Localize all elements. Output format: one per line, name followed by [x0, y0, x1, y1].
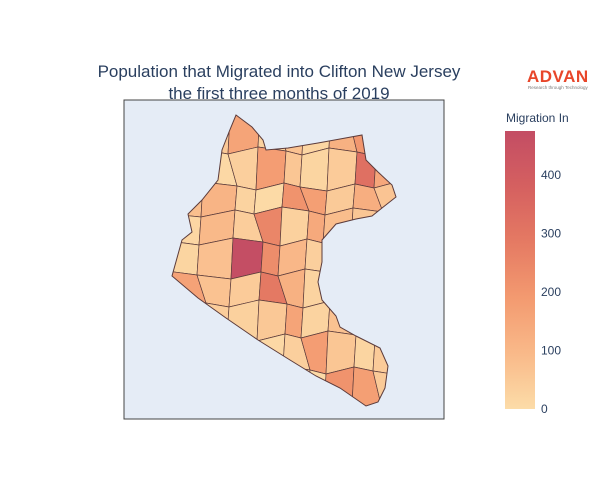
census-tract[interactable] [299, 147, 330, 192]
advan-logo: ADVAN Research through Technology [527, 67, 589, 90]
colorbar [505, 131, 535, 409]
advan-logo-tagline: Research through Technology [528, 85, 588, 90]
census-tract[interactable] [306, 210, 326, 244]
colorbar-tick-label: 100 [541, 343, 561, 357]
census-tract[interactable] [260, 241, 281, 277]
colorbar-title: Migration In [506, 111, 569, 125]
census-tract[interactable] [283, 150, 303, 188]
advan-logo-text: ADVAN [527, 67, 589, 86]
census-tract[interactable] [284, 303, 304, 339]
chart-title-line-2: the first three months of 2019 [168, 84, 389, 103]
colorbar-tick-label: 300 [541, 226, 561, 240]
census-tract[interactable] [196, 237, 234, 280]
colorbar-ticks: 0 100 200 300 400 [541, 168, 561, 416]
colorbar-tick-label: 0 [541, 402, 548, 416]
colorbar-tick-label: 400 [541, 168, 561, 182]
chart-title-line-1: Population that Migrated into Clifton Ne… [98, 62, 461, 81]
colorbar-tick-label: 200 [541, 285, 561, 299]
census-tract[interactable] [234, 185, 257, 215]
city-boundary [171, 114, 397, 407]
